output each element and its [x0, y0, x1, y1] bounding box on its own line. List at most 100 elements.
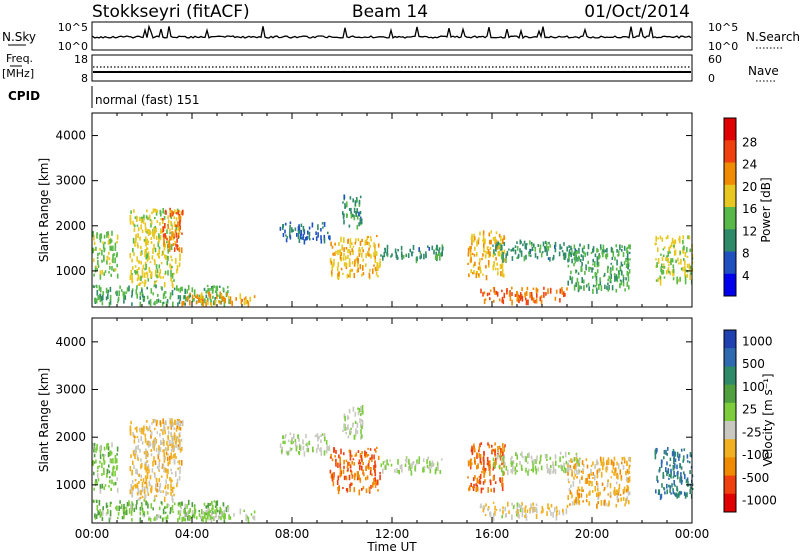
power-cell: [247, 301, 250, 307]
velocity-cell: [607, 493, 609, 496]
power-cell: [529, 254, 532, 257]
velocity-region: [129, 418, 181, 503]
power-cell: [99, 298, 102, 303]
power-cell: [101, 301, 104, 306]
power-cell: [623, 245, 626, 251]
velocity-cell: [411, 462, 413, 466]
velocity-cell: [613, 487, 616, 492]
power-cell: [355, 238, 357, 243]
power-cell: [144, 226, 147, 232]
power-cell: [580, 266, 582, 273]
power-cell: [524, 292, 526, 298]
power-cell: [355, 257, 358, 261]
velocity-cell: [355, 452, 358, 457]
velocity-cell: [103, 469, 105, 475]
velocity-cell: [592, 490, 594, 493]
power-cell: [580, 254, 583, 258]
velocity-cell: [578, 492, 580, 499]
velocity-cell: [356, 475, 359, 481]
velocity-cell: [672, 476, 675, 479]
velocity-cell: [149, 474, 152, 477]
power-cell: [366, 241, 368, 245]
velocity-cell: [470, 462, 473, 465]
power-cell: [540, 252, 543, 258]
velocity-cell: [155, 447, 158, 452]
power-cell: [482, 230, 485, 237]
power-cell: [665, 257, 667, 261]
power-cell: [165, 241, 168, 244]
power-cell: [164, 223, 166, 229]
velocity-cell: [298, 437, 300, 442]
velocity-cell: [627, 486, 629, 490]
velocity-cell: [137, 498, 140, 501]
power-cell: [122, 291, 125, 297]
velocity-cell: [132, 450, 135, 456]
velocity-cell: [594, 464, 596, 469]
velocity-cell: [605, 466, 608, 470]
velocity-cell: [307, 448, 309, 453]
velocity-ytick-label: 2000: [55, 430, 86, 444]
velocity-cell: [511, 469, 514, 475]
power-cell: [668, 246, 670, 252]
power-cell: [682, 248, 685, 254]
velocity-colorbar-swatch: [724, 330, 736, 349]
power-cell: [667, 257, 670, 264]
power-cell: [488, 292, 491, 296]
velocity-cell: [99, 450, 102, 455]
power-cell: [529, 248, 531, 254]
velocity-cell: [253, 510, 256, 514]
velocity-cell: [201, 509, 203, 515]
velocity-cell: [573, 499, 576, 506]
velocity-cell: [409, 463, 411, 469]
velocity-cell: [363, 472, 365, 477]
power-cell: [98, 252, 101, 255]
velocity-cell: [345, 427, 348, 431]
power-cell: [223, 301, 226, 307]
power-cell: [397, 249, 399, 252]
velocity-cell: [372, 482, 374, 488]
power-cell: [535, 289, 538, 294]
velocity-cell: [160, 475, 163, 478]
velocity-cell: [382, 468, 384, 474]
power-cell: [351, 248, 353, 252]
velocity-cell: [504, 506, 506, 512]
power-cell: [564, 293, 566, 297]
velocity-cell: [589, 490, 591, 496]
power-cell: [479, 269, 482, 274]
velocity-cell: [146, 460, 149, 463]
power-cell: [101, 269, 104, 275]
power-cell: [689, 265, 692, 270]
velocity-colorbar-swatch: [724, 439, 736, 458]
velocity-cell: [524, 455, 527, 462]
power-cell: [351, 242, 353, 246]
power-cell: [323, 238, 326, 244]
power-cell: [163, 282, 166, 288]
velocity-cell: [155, 477, 158, 483]
power-cell: [360, 218, 363, 225]
velocity-cell: [153, 499, 156, 502]
velocity-cell: [362, 462, 364, 465]
velocity-cell: [397, 469, 400, 474]
velocity-cell: [139, 448, 141, 453]
velocity-cell: [436, 461, 439, 464]
velocity-cell: [159, 515, 162, 519]
velocity-cell: [348, 474, 351, 481]
velocity-cell: [131, 488, 133, 494]
velocity-cell: [680, 472, 682, 478]
velocity-cell: [163, 457, 166, 463]
power-cell: [575, 282, 577, 287]
power-cell: [323, 234, 326, 241]
power-cell: [162, 218, 164, 224]
power-cell: [191, 294, 194, 300]
power-cell: [501, 299, 503, 303]
power-cell: [164, 211, 166, 215]
velocity-cell: [207, 508, 210, 512]
velocity-cell: [365, 488, 368, 494]
velocity-cell: [673, 480, 675, 486]
velocity-cell: [568, 464, 570, 467]
velocity-cell: [576, 499, 578, 505]
velocity-cell: [579, 457, 581, 460]
velocity-cell: [527, 470, 529, 476]
